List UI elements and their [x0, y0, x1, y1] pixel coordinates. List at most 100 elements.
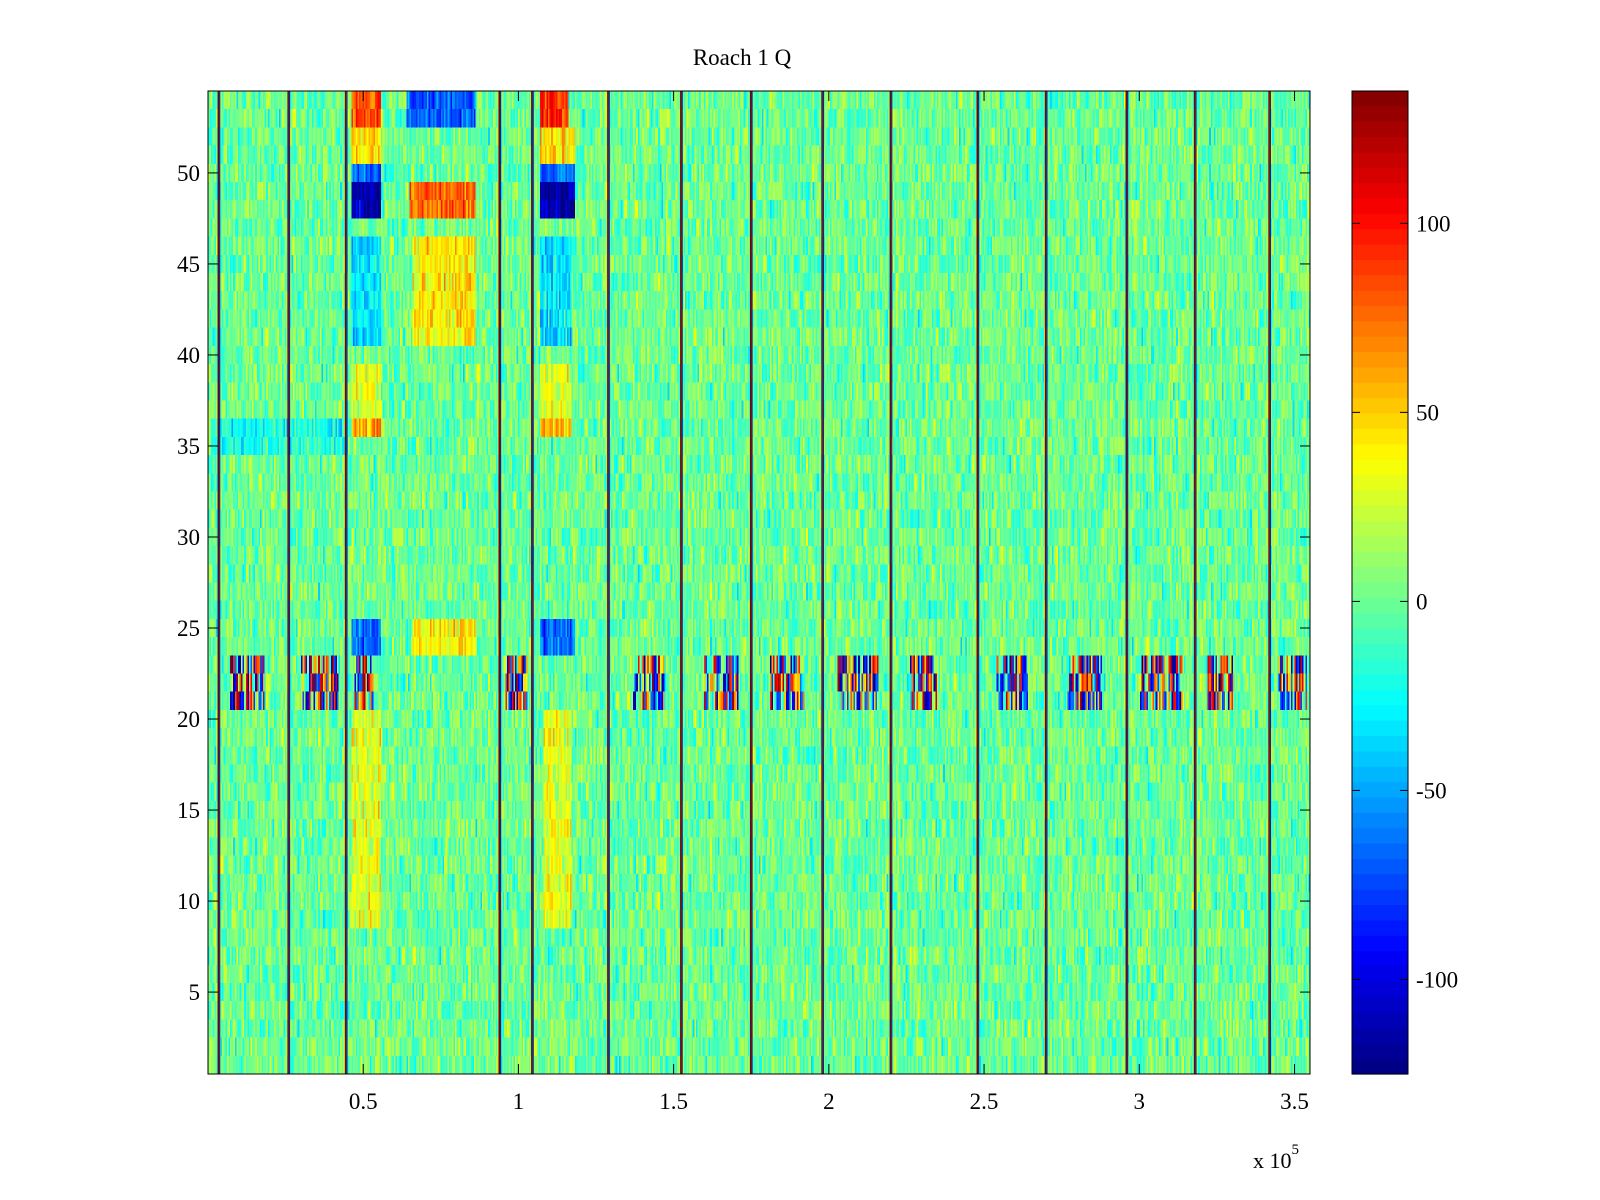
- vertical-line: [344, 91, 347, 1074]
- vertical-line-edge: [219, 91, 221, 1074]
- colorbar-step: [1352, 674, 1408, 691]
- colorbar-step: [1352, 858, 1408, 875]
- colorbar-step: [1352, 828, 1408, 845]
- colorbar-step: [1352, 812, 1408, 829]
- colorbar-step: [1352, 167, 1408, 184]
- x-tick-label: 2: [823, 1089, 835, 1114]
- y-tick-label: 15: [177, 798, 200, 823]
- vertical-line: [287, 91, 289, 1074]
- colorbar-step: [1352, 521, 1408, 538]
- colorbar-step: [1352, 229, 1408, 246]
- vertical-line-edge: [681, 91, 683, 1074]
- vertical-line: [680, 91, 682, 1074]
- colorbar-step: [1352, 1043, 1408, 1060]
- colorbar-ticks: -100 -50 0 50 100: [1352, 211, 1458, 992]
- colorbar-step: [1352, 720, 1408, 737]
- colorbar-step: [1352, 690, 1408, 706]
- colorbar-step: [1352, 505, 1408, 522]
- colorbar-step: [1352, 336, 1408, 353]
- y-tick-label: 50: [177, 161, 200, 186]
- colorbar-step: [1352, 398, 1408, 415]
- colorbar-step: [1352, 582, 1408, 599]
- y-tick-label: 10: [177, 889, 200, 914]
- colorbar-step: [1352, 597, 1408, 614]
- colorbar-step: [1352, 121, 1408, 138]
- colorbar-step: [1352, 613, 1408, 630]
- vertical-line-edge: [751, 91, 753, 1074]
- colorbar-step: [1352, 213, 1408, 230]
- colorbar-step: [1352, 874, 1408, 891]
- x-axis-multiplier: x 105: [1253, 1142, 1299, 1173]
- vertical-line: [607, 91, 609, 1074]
- x-multiplier-base: x 10: [1253, 1148, 1292, 1173]
- y-tick-label: 45: [177, 252, 200, 277]
- vertical-line-edge: [1195, 91, 1197, 1074]
- colorbar-frame: [1351, 90, 1409, 1075]
- vertical-line: [498, 91, 500, 1074]
- colorbar-tick-label: -100: [1416, 967, 1458, 992]
- colorbar-step: [1352, 766, 1408, 783]
- vertical-line: [1268, 91, 1270, 1074]
- colorbar-step: [1352, 321, 1408, 338]
- x-tick-label: 0.5: [349, 1089, 378, 1114]
- colorbar-step: [1352, 643, 1408, 660]
- vertical-line-edge: [346, 91, 348, 1074]
- colorbar-step: [1352, 628, 1408, 645]
- colorbar-tick-label: -50: [1416, 778, 1447, 803]
- colorbar-step: [1352, 782, 1408, 799]
- colorbar-step: [1352, 459, 1408, 476]
- x-tick-label: 1.5: [659, 1089, 688, 1114]
- colorbar-step: [1352, 490, 1408, 507]
- colorbar-step: [1352, 1012, 1408, 1029]
- y-tick-label: 25: [177, 616, 200, 641]
- x-tick-label: 2.5: [970, 1089, 999, 1114]
- vertical-line-edge: [499, 91, 502, 1074]
- vertical-line-edge: [608, 91, 610, 1074]
- y-tick-label: 40: [177, 343, 200, 368]
- vertical-line: [1193, 91, 1196, 1074]
- heatmap-cells: [208, 91, 1310, 1074]
- y-tick-label: 5: [189, 980, 201, 1005]
- colorbar-step: [1352, 367, 1408, 384]
- y-axis-ticks: 5 10 15 20 25 30 35 40 45 50: [177, 161, 1310, 1005]
- vertical-line-edge: [822, 91, 825, 1074]
- vertical-line-edge: [532, 91, 534, 1074]
- vertical-line: [749, 91, 752, 1074]
- vertical-lines: [217, 91, 1272, 1074]
- vertical-line: [821, 91, 823, 1074]
- y-tick-label: 30: [177, 525, 200, 550]
- colorbar-step: [1352, 889, 1408, 906]
- colorbar-step: [1352, 152, 1408, 169]
- colorbar-step: [1352, 920, 1408, 937]
- colorbar-step: [1352, 1058, 1408, 1075]
- vertical-line-edge: [288, 91, 291, 1074]
- colorbar-step: [1352, 474, 1408, 491]
- vertical-line-edge: [978, 91, 980, 1074]
- colorbar-gradient: [1352, 91, 1408, 1075]
- vertical-line: [531, 91, 533, 1074]
- vertical-line-edge: [891, 91, 893, 1074]
- colorbar-step: [1352, 275, 1408, 292]
- colorbar-step: [1352, 352, 1408, 369]
- vertical-line: [217, 91, 220, 1074]
- colorbar-step: [1352, 106, 1408, 123]
- colorbar-step: [1352, 981, 1408, 998]
- colorbar-step: [1352, 751, 1408, 768]
- vertical-line: [1044, 91, 1047, 1074]
- x-tick-label: 3: [1134, 1089, 1146, 1114]
- vertical-line: [976, 91, 979, 1074]
- colorbar-step: [1352, 951, 1408, 968]
- x-axis-ticks: 0.5 1 1.5 2 2.5 3 3.5: [349, 91, 1309, 1114]
- chart-title: Roach 1 Q: [693, 45, 792, 70]
- colorbar-step: [1352, 259, 1408, 276]
- colorbar-step: [1352, 551, 1408, 568]
- vertical-line: [1125, 91, 1128, 1074]
- vertical-line-edge: [1046, 91, 1048, 1074]
- x-multiplier-exponent: 5: [1292, 1142, 1300, 1158]
- colorbar-step: [1352, 382, 1408, 399]
- vertical-line-edge: [1269, 91, 1272, 1074]
- colorbar-step: [1352, 444, 1408, 461]
- colorbar-step: [1352, 290, 1408, 307]
